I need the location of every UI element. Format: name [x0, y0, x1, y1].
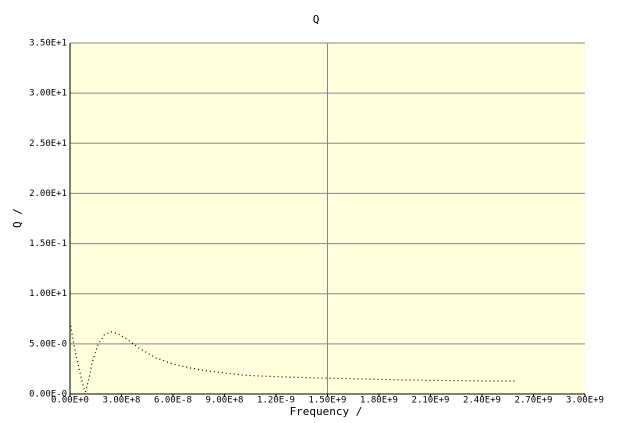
- y-axis-label: Q /: [11, 208, 24, 228]
- y-tick-label: 1.50E-1: [29, 239, 67, 249]
- y-tick-label: 1.00E+1: [29, 289, 67, 299]
- x-tick-label: 3.00E+8: [103, 396, 141, 406]
- x-axis-label: Frequency /: [290, 405, 363, 418]
- x-tick-label: 0.00E+0: [51, 396, 89, 406]
- y-tick-label: 0.00E-0: [29, 390, 67, 400]
- data-line: [69, 321, 517, 394]
- x-tick-label: 3.00E+9: [566, 396, 604, 406]
- y-tick-label: 3.00E+1: [29, 89, 67, 99]
- x-tick-label: 6.00E-8: [154, 396, 192, 406]
- x-tick-label: 9.00E+8: [206, 396, 244, 406]
- y-tick-label: 5.00E-0: [29, 339, 67, 349]
- chart-title: Q: [313, 13, 320, 26]
- x-tick-label: 1.50E+9: [309, 396, 347, 406]
- y-tick-label: 2.50E+1: [29, 139, 67, 149]
- x-tick-label: 2.40E+9: [463, 396, 501, 406]
- x-tick-label: 2.10E+9: [412, 396, 450, 406]
- y-tick-label: 3.50E+1: [29, 39, 67, 49]
- x-tick-label: 1.80E+9: [360, 396, 398, 406]
- x-tick-label: 2.70E+9: [515, 396, 553, 406]
- x-tick-label: 1.20E-9: [257, 396, 295, 406]
- y-tick-label: 2.00E+1: [29, 189, 67, 199]
